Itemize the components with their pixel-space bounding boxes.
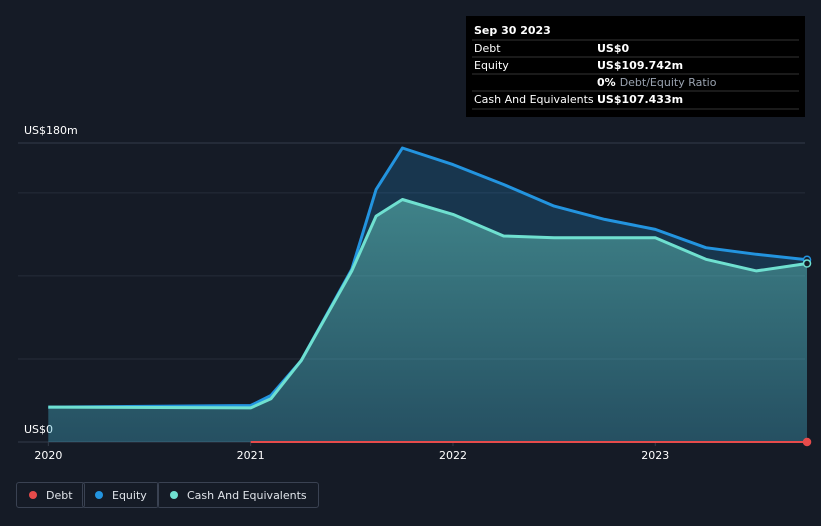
x-tick-label: 2020 [34, 449, 62, 462]
tooltip-label: Equity [474, 59, 509, 72]
legend-label: Equity [112, 488, 147, 502]
legend-item[interactable]: Cash And Equivalents [157, 482, 319, 508]
tooltip-label: Debt [474, 42, 501, 55]
legend-label: Cash And Equivalents [187, 488, 307, 502]
x-tick-label: 2021 [237, 449, 265, 462]
legend-item[interactable]: Equity [82, 482, 159, 508]
tooltip-label: Cash And Equivalents [474, 93, 594, 106]
tooltip-value: US$0 [597, 42, 630, 55]
y-tick-label: US$180m [24, 124, 78, 137]
tooltip-value: 0% [597, 76, 616, 89]
tooltip-value: US$107.433m [597, 93, 683, 106]
legend-swatch [95, 491, 103, 499]
y-tick-label: US$0 [24, 423, 53, 436]
tooltip-box [466, 16, 805, 117]
legend-swatch [170, 491, 178, 499]
tooltip: Sep 30 2023 Debt US$0 Equity US$109.742m 0% D… [466, 16, 805, 117]
x-tick-label: 2023 [641, 449, 669, 462]
tooltip-title: Sep 30 2023 [474, 24, 551, 37]
tooltip-value: US$109.742m [597, 59, 683, 72]
legend-label: Debt [46, 488, 73, 502]
line [48, 198, 808, 410]
x-tick-label: 2022 [439, 449, 467, 462]
end-dot [802, 437, 812, 447]
legend-item[interactable]: Debt [16, 482, 85, 508]
legend-swatch [29, 491, 37, 499]
tooltip-ratio: 0% Debt/Equity Ratio [597, 76, 717, 89]
area [48, 199, 808, 442]
tooltip-label: Debt/Equity Ratio [620, 76, 717, 89]
end-dot [802, 259, 812, 268]
